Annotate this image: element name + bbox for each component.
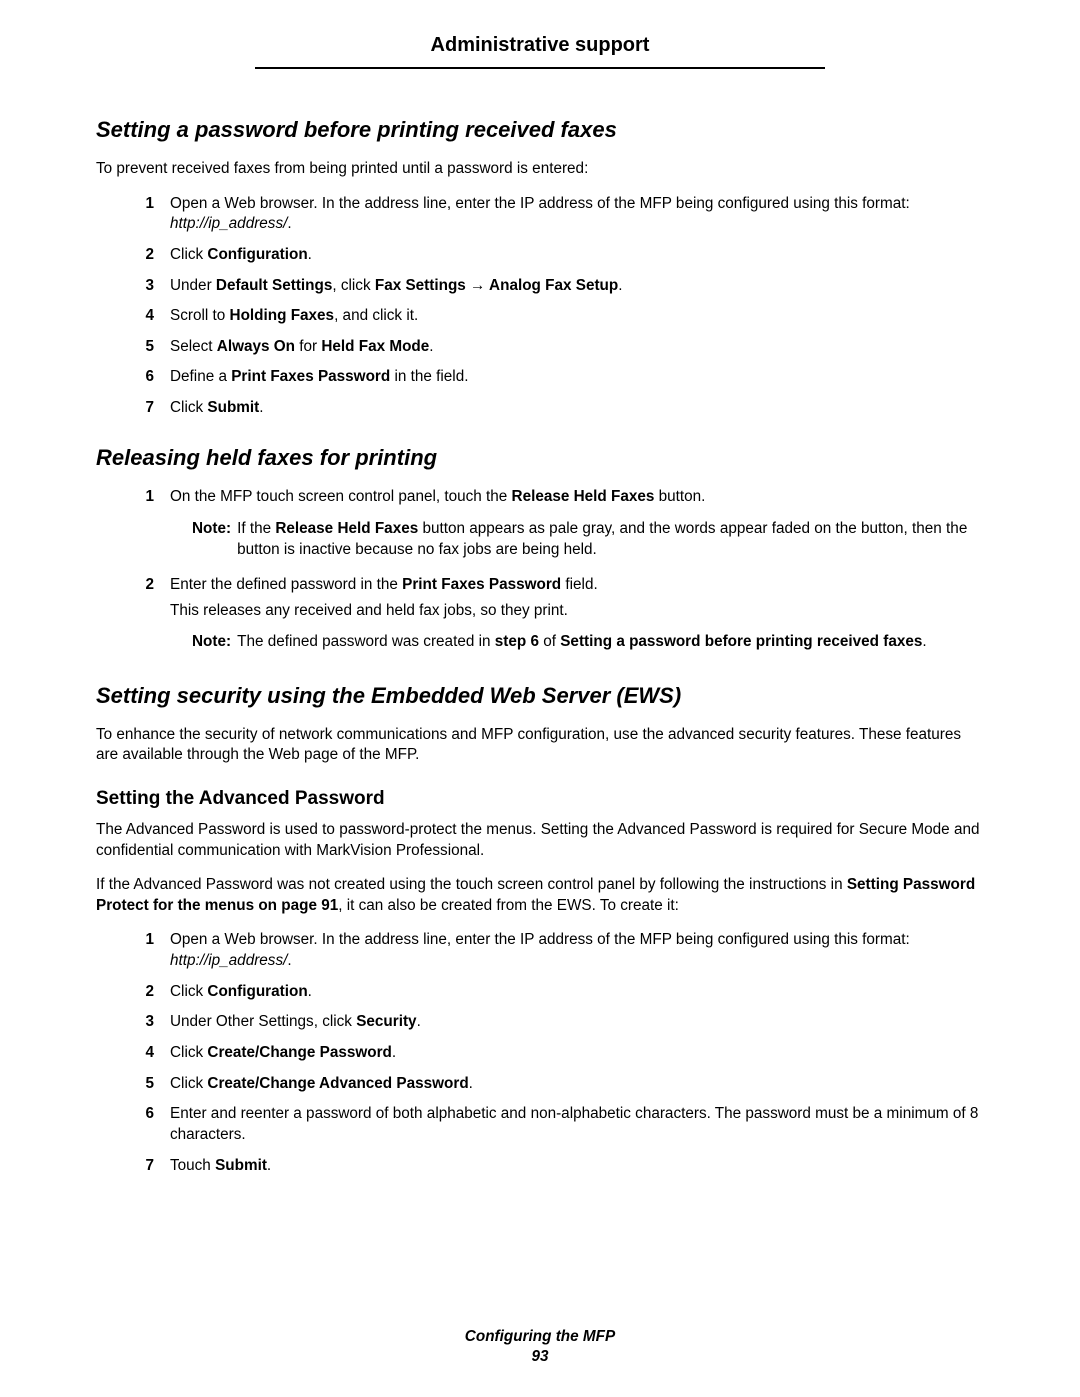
step-text: Select Always On for Held Fax Mode. xyxy=(170,337,984,358)
section3-subtitle: Setting the Advanced Password xyxy=(96,788,984,810)
list-item: 7 Touch Submit. xyxy=(96,1156,984,1177)
section1-steps: 1 Open a Web browser. In the address lin… xyxy=(96,194,984,419)
list-item: 6 Define a Print Faxes Password in the f… xyxy=(96,367,984,388)
section1-title: Setting a password before printing recei… xyxy=(96,117,984,143)
header-rule xyxy=(255,67,825,69)
document-page: Administrative support Setting a passwor… xyxy=(0,0,1080,1397)
step-text: Click Create/Change Advanced Password. xyxy=(170,1074,984,1095)
step-text: Click Create/Change Password. xyxy=(170,1043,984,1064)
list-item: 2 Click Configuration. xyxy=(96,982,984,1003)
step-number: 1 xyxy=(96,487,170,508)
step-number: 2 xyxy=(96,575,170,596)
step-number: 7 xyxy=(96,398,170,419)
step-text: Click Configuration. xyxy=(170,982,984,1003)
step-text: Click Configuration. xyxy=(170,245,984,266)
section1-intro: To prevent received faxes from being pri… xyxy=(96,159,984,180)
section3-p1: The Advanced Password is used to passwor… xyxy=(96,820,984,861)
list-item: 1 On the MFP touch screen control panel,… xyxy=(96,487,984,508)
step-number: 4 xyxy=(96,306,170,327)
note-label: Note: xyxy=(192,519,237,560)
step-number: 2 xyxy=(96,245,170,266)
step-text: Click Submit. xyxy=(170,398,984,419)
step-text: Under Other Settings, click Security. xyxy=(170,1012,984,1033)
footer-title: Configuring the MFP xyxy=(0,1327,1080,1347)
list-item: 5 Click Create/Change Advanced Password. xyxy=(96,1074,984,1095)
arrow-icon: → xyxy=(466,277,489,294)
step-text: On the MFP touch screen control panel, t… xyxy=(170,487,984,508)
list-item: 6 Enter and reenter a password of both a… xyxy=(96,1104,984,1145)
step-number: 1 xyxy=(96,930,170,951)
note-block: Note: If the Release Held Faxes button a… xyxy=(192,519,984,560)
step-text: Under Default Settings, click Fax Settin… xyxy=(170,276,984,297)
note-text: If the Release Held Faxes button appears… xyxy=(237,519,984,560)
step-text: Enter and reenter a password of both alp… xyxy=(170,1104,984,1145)
step-number: 5 xyxy=(96,1074,170,1095)
list-item: 4 Click Create/Change Password. xyxy=(96,1043,984,1064)
step-number: 4 xyxy=(96,1043,170,1064)
list-item: 1 Open a Web browser. In the address lin… xyxy=(96,930,984,971)
note-text: The defined password was created in step… xyxy=(237,632,984,653)
step-text: Open a Web browser. In the address line,… xyxy=(170,930,984,971)
step-number: 6 xyxy=(96,1104,170,1125)
list-item: 5 Select Always On for Held Fax Mode. xyxy=(96,337,984,358)
section2-title: Releasing held faxes for printing xyxy=(96,445,984,471)
section3-steps: 1 Open a Web browser. In the address lin… xyxy=(96,930,984,1176)
page-number: 93 xyxy=(0,1347,1080,1367)
list-item: 2 Click Configuration. xyxy=(96,245,984,266)
list-item: 1 Open a Web browser. In the address lin… xyxy=(96,194,984,235)
step-number: 5 xyxy=(96,337,170,358)
step-text: Open a Web browser. In the address line,… xyxy=(170,194,984,235)
list-item: 2 Enter the defined password in the Prin… xyxy=(96,575,984,622)
step-number: 1 xyxy=(96,194,170,215)
section3-p2: If the Advanced Password was not created… xyxy=(96,875,984,916)
page-header: Administrative support xyxy=(96,34,984,57)
section3-title: Setting security using the Embedded Web … xyxy=(96,683,984,709)
list-item: 3 Under Other Settings, click Security. xyxy=(96,1012,984,1033)
step-number: 2 xyxy=(96,982,170,1003)
section2-steps: 1 On the MFP touch screen control panel,… xyxy=(96,487,984,508)
step-text: Touch Submit. xyxy=(170,1156,984,1177)
section3-intro: To enhance the security of network commu… xyxy=(96,725,984,766)
step-text: Enter the defined password in the Print … xyxy=(170,575,984,622)
step-text: Scroll to Holding Faxes, and click it. xyxy=(170,306,984,327)
section2-steps-cont: 2 Enter the defined password in the Prin… xyxy=(96,575,984,622)
step-number: 3 xyxy=(96,1012,170,1033)
list-item: 7 Click Submit. xyxy=(96,398,984,419)
list-item: 3 Under Default Settings, click Fax Sett… xyxy=(96,276,984,297)
list-item: 4 Scroll to Holding Faxes, and click it. xyxy=(96,306,984,327)
step-number: 6 xyxy=(96,367,170,388)
note-label: Note: xyxy=(192,632,237,653)
step-number: 7 xyxy=(96,1156,170,1177)
step-number: 3 xyxy=(96,276,170,297)
page-footer: Configuring the MFP 93 xyxy=(0,1327,1080,1367)
step-text: Define a Print Faxes Password in the fie… xyxy=(170,367,984,388)
note-block: Note: The defined password was created i… xyxy=(192,632,984,653)
